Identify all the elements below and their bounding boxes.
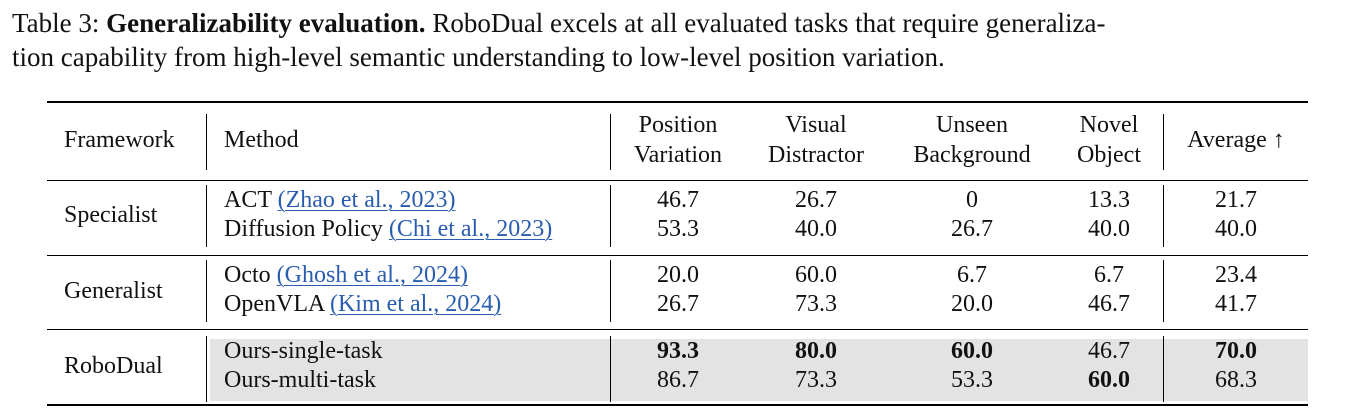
value-average: 21.7 bbox=[1215, 187, 1257, 213]
value-novel: 60.0 bbox=[1088, 367, 1130, 393]
method-row: Diffusion Policy (Chi et al., 2023) bbox=[224, 215, 552, 244]
value-visual: 80.0 bbox=[795, 338, 837, 364]
vline-g2-2 bbox=[610, 260, 611, 322]
value-average: 68.3 bbox=[1215, 367, 1257, 393]
vline-header-2 bbox=[610, 114, 611, 170]
value-novel: 46.7 bbox=[1088, 291, 1130, 317]
header-visual-2: Distractor bbox=[768, 142, 864, 168]
vline-g3-1 bbox=[206, 336, 207, 402]
citation-link[interactable]: (Chi et al., 2023) bbox=[388, 216, 553, 242]
header-position-1: Position bbox=[638, 112, 718, 138]
method-name: Octo bbox=[224, 262, 271, 288]
header-method: Method bbox=[224, 127, 299, 153]
value-average: 70.0 bbox=[1215, 338, 1257, 364]
method-name: Ours-multi-task bbox=[224, 367, 376, 393]
vline-header-1 bbox=[206, 114, 207, 170]
table-caption: Table 3: Generalizability evaluation. Ro… bbox=[12, 6, 1340, 74]
value-visual: 73.3 bbox=[795, 367, 837, 393]
value-visual: 73.3 bbox=[795, 291, 837, 317]
method-name: Ours-single-task bbox=[224, 338, 383, 364]
vline-g1-3 bbox=[1163, 185, 1164, 247]
value-position: 93.3 bbox=[657, 338, 699, 364]
header-framework: Framework bbox=[64, 127, 175, 153]
value-unseen: 53.3 bbox=[951, 367, 993, 393]
vline-g3-2 bbox=[610, 336, 611, 402]
value-position: 86.7 bbox=[657, 367, 699, 393]
header-unseen-2: Background bbox=[913, 142, 1031, 168]
value-novel: 6.7 bbox=[1094, 262, 1124, 288]
value-position: 26.7 bbox=[657, 291, 699, 317]
method-name: Diffusion Policy bbox=[224, 216, 383, 242]
value-position: 46.7 bbox=[657, 187, 699, 213]
citation-link[interactable]: (Ghosh et al., 2024) bbox=[276, 262, 468, 288]
vline-g1-2 bbox=[610, 185, 611, 247]
value-position: 53.3 bbox=[657, 216, 699, 242]
vline-g2-3 bbox=[1163, 260, 1164, 322]
bottom-rule bbox=[47, 404, 1308, 406]
group-rule-1 bbox=[47, 255, 1308, 256]
vline-g2-1 bbox=[206, 260, 207, 322]
vline-g3-3 bbox=[1163, 336, 1164, 402]
value-unseen: 26.7 bbox=[951, 216, 993, 242]
method-row: Octo (Ghosh et al., 2024) bbox=[224, 261, 468, 290]
method-name: OpenVLA bbox=[224, 291, 324, 317]
header-average: Average ↑ bbox=[1187, 127, 1285, 153]
caption-line-2: tion capability from high-level semantic… bbox=[12, 42, 945, 72]
header-visual-1: Visual bbox=[785, 112, 847, 138]
caption-bold-title: Generalizability evaluation. bbox=[106, 8, 426, 38]
citation-link[interactable]: (Kim et al., 2024) bbox=[329, 291, 502, 317]
citation-link[interactable]: (Zhao et al., 2023) bbox=[277, 187, 456, 213]
caption-line-1: Table 3: Generalizability evaluation. Ro… bbox=[12, 6, 1340, 40]
value-visual: 60.0 bbox=[795, 262, 837, 288]
value-novel: 40.0 bbox=[1088, 216, 1130, 242]
value-novel: 46.7 bbox=[1088, 338, 1130, 364]
value-unseen: 60.0 bbox=[951, 338, 993, 364]
value-average: 23.4 bbox=[1215, 262, 1257, 288]
method-row: ACT (Zhao et al., 2023) bbox=[224, 186, 456, 215]
header-rule bbox=[47, 180, 1308, 181]
value-average: 41.7 bbox=[1215, 291, 1257, 317]
framework-generalist: Generalist bbox=[64, 278, 163, 304]
top-rule bbox=[47, 101, 1308, 103]
vline-header-3 bbox=[1163, 114, 1164, 170]
framework-specialist: Specialist bbox=[64, 202, 158, 228]
value-position: 20.0 bbox=[657, 262, 699, 288]
value-unseen: 20.0 bbox=[951, 291, 993, 317]
group-rule-2 bbox=[47, 329, 1308, 330]
framework-robodual: RoboDual bbox=[64, 353, 163, 379]
header-novel-1: Novel bbox=[1079, 112, 1139, 138]
value-visual: 26.7 bbox=[795, 187, 837, 213]
value-average: 40.0 bbox=[1215, 216, 1257, 242]
header-unseen-1: Unseen bbox=[936, 112, 1008, 138]
vline-g1-1 bbox=[206, 185, 207, 247]
header-novel-2: Object bbox=[1077, 142, 1141, 168]
value-unseen: 6.7 bbox=[957, 262, 987, 288]
value-visual: 40.0 bbox=[795, 216, 837, 242]
header-position-2: Variation bbox=[634, 142, 722, 168]
value-unseen: 0 bbox=[966, 187, 978, 213]
robodual-highlight bbox=[210, 339, 1308, 401]
method-row: OpenVLA (Kim et al., 2024) bbox=[224, 290, 501, 319]
value-novel: 13.3 bbox=[1088, 187, 1130, 213]
caption-text: RoboDual excels at all evaluated tasks t… bbox=[425, 8, 1106, 38]
method-name: ACT bbox=[224, 187, 272, 213]
caption-prefix: Table 3: bbox=[12, 8, 107, 38]
